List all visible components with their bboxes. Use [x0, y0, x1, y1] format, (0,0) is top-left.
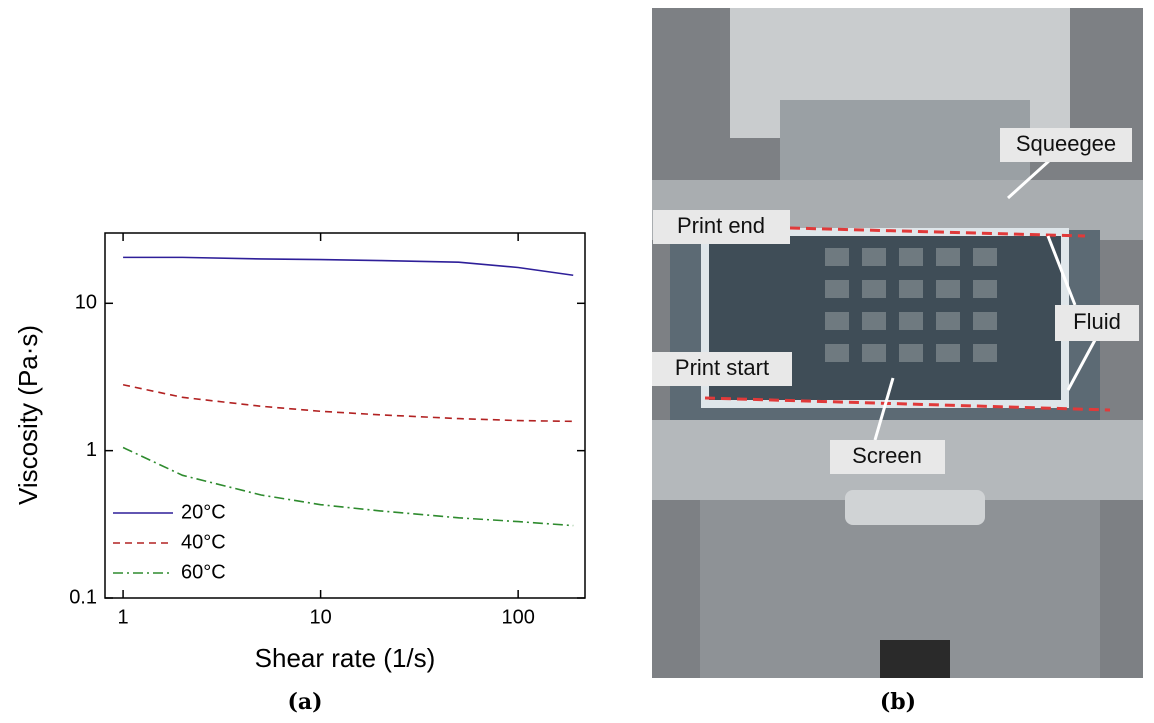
x-tick-label: 100 [501, 606, 534, 628]
figure: Shear rate (1/s) Viscosity (Pa·s) 0.1 1 10… [0, 0, 1154, 718]
x-tick-label: 1 [118, 606, 129, 628]
legend-label: 20°C [181, 501, 226, 523]
photo-label: Squeegee [1016, 131, 1116, 156]
line [123, 385, 573, 422]
y-axis-label: Viscosity (Pa·s) [13, 325, 43, 505]
legend-label: 60°C [181, 561, 226, 583]
base-slot [880, 640, 950, 678]
chart: Shear rate (1/s) Viscosity (Pa·s) 0.1 1 10… [13, 233, 585, 673]
photo-label: Print start [675, 355, 769, 380]
y-tick-label: 10 [75, 292, 97, 314]
photo-label: Fluid [1073, 309, 1121, 334]
photo-label: Print end [677, 213, 765, 238]
legend-label: 40°C [181, 531, 226, 553]
page: Shear rate (1/s) Viscosity (Pa·s) 0.1 1 10… [0, 0, 1154, 723]
caption: (a) [287, 689, 322, 715]
y-tick-label: 1 [86, 439, 97, 461]
x-tick-label: 10 [309, 606, 331, 628]
x-axis-label: Shear rate (1/s) [255, 643, 436, 673]
caption: (b) [880, 689, 916, 715]
plot-frame [105, 233, 585, 598]
line [123, 257, 573, 275]
y-tick-label: 0.1 [69, 586, 97, 608]
photo-label: Screen [852, 443, 922, 468]
photo: Squeegee Print end Fluid Print start Scr… [652, 8, 1143, 678]
clamp [845, 490, 985, 525]
